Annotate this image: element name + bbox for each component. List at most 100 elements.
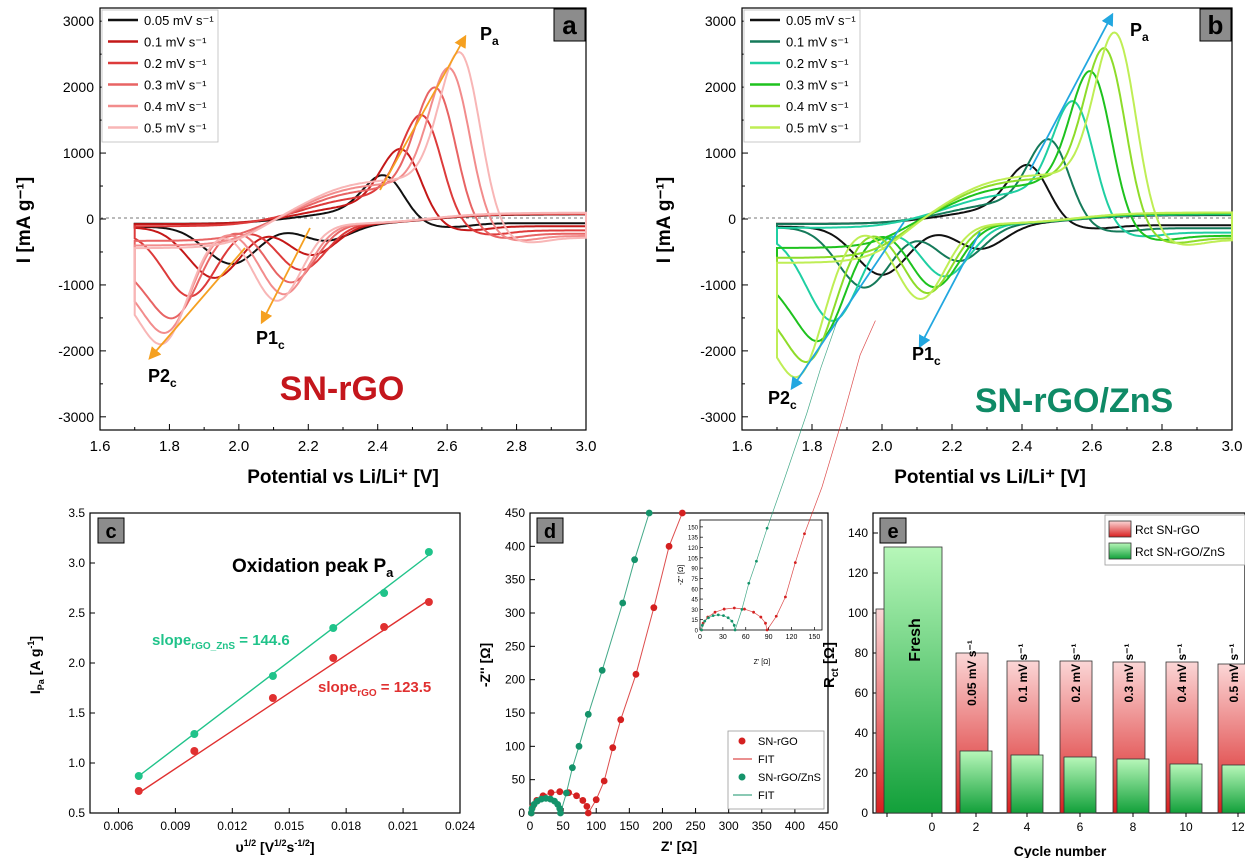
panel-b-ylabel: I [mA g⁻¹] (654, 177, 675, 263)
y-tick-label: 2.0 (68, 656, 85, 670)
data-point (700, 623, 704, 627)
y-tick-label: 1000 (63, 145, 94, 161)
data-point (722, 614, 725, 618)
x-tick-label: 250 (686, 819, 706, 833)
y-tick-label: 0 (728, 211, 736, 227)
y-tick-label: 0.5 (68, 806, 85, 820)
panel-a-cv-curves (133, 51, 587, 346)
data-point (765, 526, 769, 530)
data-point (598, 666, 606, 674)
panel-b-arrow-pa (1029, 12, 1114, 171)
panel-b-arrow-p2c (790, 221, 905, 391)
y-tick-label: 0 (861, 806, 868, 820)
legend-box (727, 730, 825, 810)
data-point (732, 606, 736, 610)
data-point (631, 556, 639, 564)
legend-label: 0.2 mV s⁻¹ (786, 56, 849, 71)
panel-e-ylabel: Rct [Ω] (821, 642, 841, 688)
panel-d-ylabel: -Z'' [Ω] (477, 643, 493, 687)
y-tick-label: 2000 (63, 79, 94, 95)
data-point (584, 710, 592, 718)
panel-c-y-ticks: 0.5 1.0 1.5 2.0 2.5 3.0 3.5 (68, 506, 95, 820)
y-tick-label: -3000 (700, 409, 736, 425)
fit-curve (530, 512, 650, 814)
y-tick-label: 450 (505, 506, 525, 520)
x-tick-label: 400 (785, 819, 805, 833)
legend-marker (738, 773, 746, 781)
cv-curve-1 (133, 174, 587, 265)
data-point (557, 809, 564, 817)
bar-rgo-zns (883, 546, 943, 814)
x-tick-label: 1.8 (159, 438, 180, 455)
data-point (609, 744, 617, 752)
panel-a-ylabel: I [mA g⁻¹] (14, 177, 35, 263)
y-tick-label: 80 (855, 646, 869, 660)
panel-a-x-ticks: 1.6 1.8 2.0 2.2 2.4 2.6 2.8 3.0 (90, 424, 596, 455)
bar-label: 0.5 mV s⁻¹ (1227, 643, 1241, 702)
panel-b-label-p2c: P2c (768, 388, 797, 412)
panel-e-frame (872, 512, 1245, 814)
bar-label: Fresh (907, 618, 924, 662)
inset-y-tick-label: 60 (691, 587, 698, 593)
cv-curve-6 (776, 31, 1233, 379)
panel-b-label-p1c: P1c (912, 344, 941, 368)
cv-curve-1 (776, 163, 1233, 276)
x-tick-label: 0.012 (217, 819, 247, 833)
data-point (380, 589, 389, 597)
fit-curve (530, 512, 683, 815)
data-point (716, 613, 720, 617)
legend-label: SN-rGO/ZnS (758, 772, 821, 784)
legend-swatch (1108, 520, 1132, 538)
data-point (380, 623, 389, 631)
x-tick-label: 2.8 (1152, 438, 1173, 455)
panel-e-x-ticks: 0 2 4 6 8 10 12 (886, 813, 1245, 834)
x-tick-label: 2.4 (1012, 438, 1033, 455)
data-point (329, 624, 338, 632)
data-point (563, 789, 570, 797)
data-point (190, 747, 199, 755)
panel-b-x-ticks: 1.6 1.8 2.0 2.2 2.4 2.6 2.8 3.0 (732, 424, 1242, 455)
y-tick-label: 150 (505, 706, 525, 720)
y-tick-label: 300 (505, 606, 525, 620)
x-tick-label: 2.2 (298, 438, 319, 455)
data-point (617, 716, 625, 724)
panel-c: 0.006 0.009 0.012 0.015 0.018 0.021 0.024 0.5 1… (26, 506, 475, 855)
panel-a-legend: 0.05 mV s⁻¹ 0.1 mV s⁻¹ 0.2 mV s⁻¹ 0.3 mV s⁻… (101, 9, 219, 143)
panel-a-arrow-p1c (260, 227, 311, 325)
data-point (268, 672, 277, 680)
data-point (573, 792, 580, 800)
data-point (765, 628, 769, 632)
data-point (665, 542, 673, 550)
x-tick-label: 1.6 (732, 438, 753, 455)
x-tick-label: 0.024 (445, 819, 475, 833)
legend-swatch (1108, 542, 1132, 560)
y-tick-label: 200 (505, 673, 525, 687)
data-point (740, 607, 744, 611)
legend-label: 0.5 mV s⁻¹ (144, 121, 207, 136)
x-tick-label: 2 (973, 820, 980, 834)
legend-box (101, 9, 219, 143)
data-point (764, 621, 767, 625)
data-point (752, 610, 755, 614)
legend-label: 0.3 mV s⁻¹ (786, 78, 849, 93)
data-point (424, 598, 433, 606)
panel-c-data (134, 548, 433, 795)
y-tick-label: 100 (848, 606, 868, 620)
y-tick-label: 20 (855, 766, 869, 780)
y-tick-label: 1000 (705, 145, 736, 161)
panel-d: 0 50 100 150 200 250 300 350 400 450 050100150200… (477, 320, 876, 854)
panel-a-letter: a (562, 10, 577, 40)
legend-label: 0.4 mV s⁻¹ (144, 99, 207, 114)
y-tick-label: -2000 (58, 343, 94, 359)
panel-d-inset-frame (699, 519, 823, 631)
y-tick-label: 3000 (705, 13, 736, 29)
y-tick-label: 350 (505, 573, 525, 587)
x-tick-label: 200 (652, 819, 672, 833)
data-point (592, 796, 600, 804)
bar-label: 0.1 mV s⁻¹ (1016, 643, 1030, 702)
inset-y-tick-label: 105 (688, 556, 699, 562)
x-tick-label: 0.006 (103, 819, 133, 833)
inset-y-tick-label: 135 (688, 536, 699, 542)
panel-c-xlabel: υ1/2 [V1/2s-1/2] (235, 838, 314, 855)
